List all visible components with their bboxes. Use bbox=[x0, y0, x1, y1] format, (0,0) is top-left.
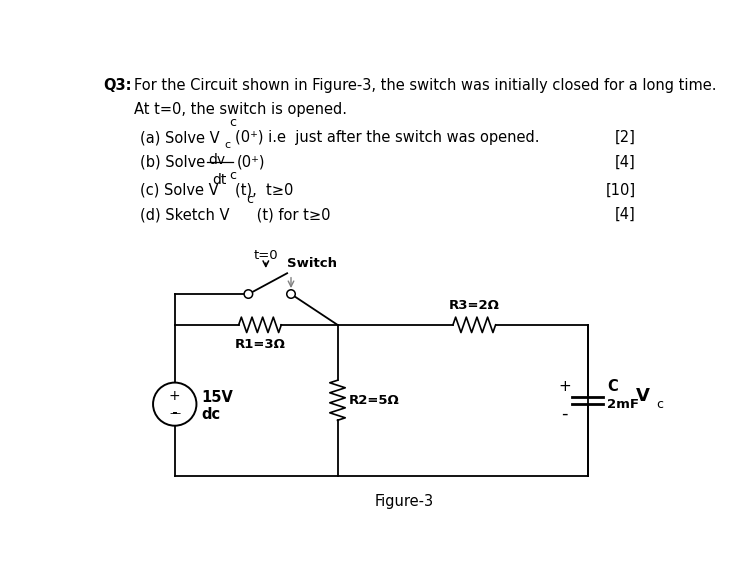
Text: dt: dt bbox=[212, 173, 226, 187]
Text: At t=0, the switch is opened.: At t=0, the switch is opened. bbox=[134, 101, 347, 117]
Text: Q3:: Q3: bbox=[103, 79, 132, 93]
Text: (t),  t≥0: (t), t≥0 bbox=[235, 182, 294, 198]
Text: Switch: Switch bbox=[287, 257, 337, 270]
Text: C: C bbox=[607, 379, 618, 394]
Text: R1=3Ω: R1=3Ω bbox=[235, 338, 285, 351]
Text: c: c bbox=[224, 140, 231, 150]
Text: V: V bbox=[636, 387, 650, 405]
Text: -: - bbox=[561, 405, 568, 423]
Text: [10]: [10] bbox=[606, 182, 636, 198]
Text: (d) Sketch V: (d) Sketch V bbox=[140, 207, 229, 222]
Text: 2mF: 2mF bbox=[607, 398, 639, 410]
Text: (0⁺) i.e  just after the switch was opened.: (0⁺) i.e just after the switch was opene… bbox=[235, 130, 539, 145]
Text: [4]: [4] bbox=[615, 154, 636, 170]
Text: —: — bbox=[169, 408, 180, 417]
Text: 15V: 15V bbox=[201, 391, 233, 406]
Text: [2]: [2] bbox=[615, 130, 636, 145]
Text: c: c bbox=[229, 168, 236, 182]
Text: +: + bbox=[558, 380, 571, 394]
Text: (0⁺): (0⁺) bbox=[237, 154, 265, 170]
Text: (t) for t≥0: (t) for t≥0 bbox=[252, 207, 331, 222]
Text: Figure-3: Figure-3 bbox=[375, 494, 434, 510]
Circle shape bbox=[153, 382, 196, 426]
Text: (a) Solve V: (a) Solve V bbox=[140, 130, 220, 145]
Circle shape bbox=[287, 290, 295, 298]
Text: (c) Solve V: (c) Solve V bbox=[140, 182, 219, 198]
Text: +: + bbox=[169, 389, 181, 403]
Text: [4]: [4] bbox=[615, 207, 636, 222]
Text: c: c bbox=[247, 193, 253, 206]
Text: dv: dv bbox=[208, 153, 225, 167]
Text: For the Circuit shown in Figure-3, the switch was initially closed for a long ti: For the Circuit shown in Figure-3, the s… bbox=[134, 79, 716, 93]
Text: t=0: t=0 bbox=[253, 249, 278, 262]
Circle shape bbox=[244, 290, 252, 298]
Text: c: c bbox=[656, 398, 663, 412]
Text: c: c bbox=[229, 116, 236, 129]
Text: dc: dc bbox=[201, 408, 220, 423]
Text: R3=2Ω: R3=2Ω bbox=[449, 298, 500, 312]
Text: (b) Solve: (b) Solve bbox=[140, 154, 210, 170]
Text: R2=5Ω: R2=5Ω bbox=[349, 394, 400, 407]
